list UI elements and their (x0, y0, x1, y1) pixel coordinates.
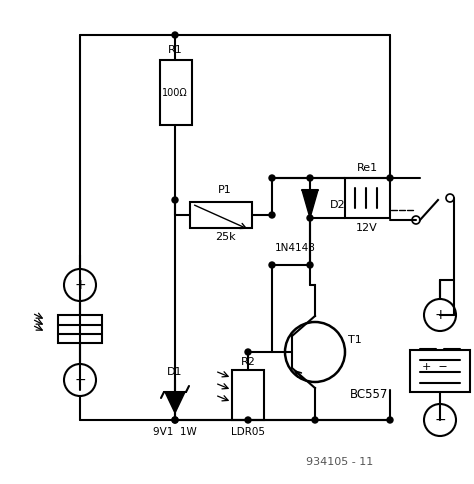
Text: 9V1  1W: 9V1 1W (153, 427, 197, 437)
Text: LDR05: LDR05 (231, 427, 265, 437)
Text: D2: D2 (330, 200, 346, 210)
Text: T1: T1 (348, 335, 362, 345)
Circle shape (269, 262, 275, 268)
Circle shape (387, 175, 393, 181)
Circle shape (172, 32, 178, 38)
Bar (160, 60, 192, 125)
Text: −: − (434, 413, 446, 427)
Text: +: + (434, 308, 446, 322)
Text: 12V: 12V (356, 223, 378, 233)
Text: +  −: + − (422, 362, 448, 372)
Circle shape (172, 197, 178, 203)
Text: P1: P1 (218, 185, 232, 195)
Circle shape (307, 262, 313, 268)
Polygon shape (165, 392, 185, 413)
Text: D1: D1 (167, 367, 183, 377)
Bar (232, 370, 264, 420)
Text: 25k: 25k (215, 232, 235, 242)
Circle shape (387, 417, 393, 423)
Text: R1: R1 (168, 45, 182, 55)
Text: 1N4148: 1N4148 (274, 243, 315, 253)
Circle shape (269, 175, 275, 181)
Circle shape (172, 417, 178, 423)
Text: 100Ω: 100Ω (162, 88, 188, 98)
Circle shape (245, 349, 251, 355)
Bar (58, 315, 102, 343)
Text: +: + (74, 278, 86, 292)
Text: Re1: Re1 (356, 163, 378, 173)
Circle shape (245, 417, 251, 423)
Text: 934105 - 11: 934105 - 11 (306, 457, 374, 467)
Text: BC557: BC557 (350, 389, 388, 402)
Bar (410, 350, 470, 392)
Circle shape (172, 417, 178, 423)
Circle shape (269, 212, 275, 218)
Text: −: − (74, 373, 86, 387)
Text: R2: R2 (241, 357, 255, 367)
Circle shape (307, 215, 313, 221)
Circle shape (307, 175, 313, 181)
Circle shape (312, 417, 318, 423)
Bar (345, 178, 390, 218)
Polygon shape (302, 190, 318, 218)
Bar (190, 202, 252, 228)
